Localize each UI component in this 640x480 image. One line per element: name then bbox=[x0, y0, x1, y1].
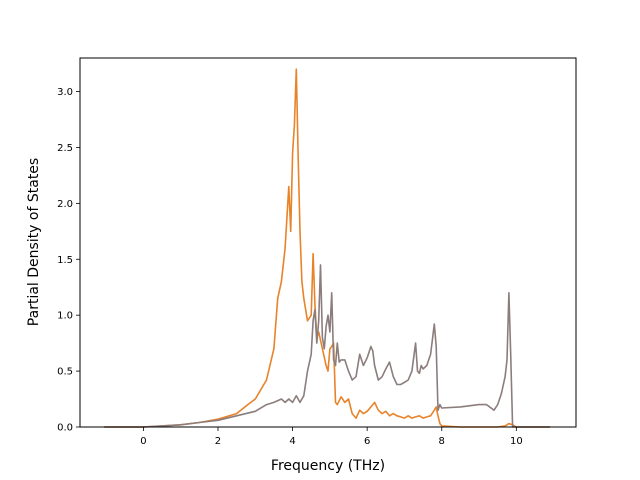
x-axis-title: Frequency (THz) bbox=[271, 458, 385, 474]
x-tick-label: 4 bbox=[289, 436, 295, 447]
x-tick-label: 2 bbox=[215, 436, 221, 447]
plot-frame bbox=[79, 57, 577, 428]
x-axis-ticks: 0 2 4 6 8 10 bbox=[140, 427, 523, 447]
y-tick-label: 3.0 bbox=[57, 87, 73, 98]
y-axis-title: Partial Density of States bbox=[26, 158, 42, 326]
series-layer bbox=[104, 68, 550, 428]
x-tick-label: 8 bbox=[439, 436, 445, 447]
y-tick-label: 0.0 bbox=[57, 423, 73, 434]
y-tick-label: 0.5 bbox=[57, 367, 73, 378]
x-tick-label: 10 bbox=[510, 436, 523, 447]
y-tick-label: 2.5 bbox=[57, 143, 73, 154]
y-tick-label: 1.0 bbox=[57, 311, 73, 322]
x-tick-label: 6 bbox=[364, 436, 370, 447]
x-tick-label: 0 bbox=[140, 436, 146, 447]
y-axis-ticks: 0.0 0.5 1.0 1.5 2.0 2.5 3.0 bbox=[57, 87, 80, 434]
series-line-1 bbox=[104, 68, 550, 428]
y-tick-label: 1.5 bbox=[57, 255, 73, 266]
y-tick-label: 2.0 bbox=[57, 199, 73, 210]
series-line-2 bbox=[104, 264, 550, 428]
